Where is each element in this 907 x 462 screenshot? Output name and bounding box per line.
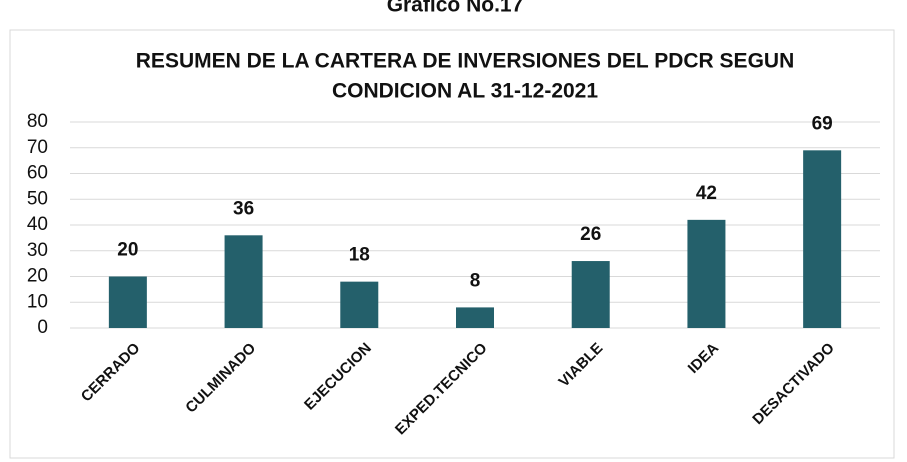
bar [456, 307, 494, 328]
y-tick-label: 20 [27, 266, 48, 287]
bar [803, 150, 842, 328]
data-label: 20 [117, 240, 138, 261]
y-tick-label: 40 [27, 214, 48, 235]
bar [340, 281, 379, 328]
bar [108, 276, 147, 328]
data-label: 18 [349, 245, 370, 266]
chart-title: RESUMEN DE LA CARTERA DE INVERSIONES DEL… [136, 50, 794, 73]
y-tick-label: 50 [27, 188, 48, 209]
chart-title: CONDICION AL 31-12-2021 [332, 80, 598, 103]
bar [571, 261, 610, 328]
bar [687, 219, 726, 328]
y-tick-label: 80 [27, 111, 48, 132]
data-label: 36 [233, 198, 254, 219]
data-label: 42 [696, 183, 717, 204]
y-tick-label: 30 [27, 240, 48, 261]
y-tick-label: 0 [37, 317, 48, 338]
chart-frame [9, 29, 895, 459]
y-tick-label: 70 [27, 137, 48, 158]
data-label: 26 [580, 224, 601, 245]
bar [224, 235, 263, 328]
data-label: 69 [812, 113, 833, 134]
y-tick-label: 10 [27, 291, 48, 312]
data-label: 8 [470, 270, 481, 291]
y-tick-label: 60 [27, 163, 48, 184]
header: Gráfico No.17 [387, 0, 524, 17]
